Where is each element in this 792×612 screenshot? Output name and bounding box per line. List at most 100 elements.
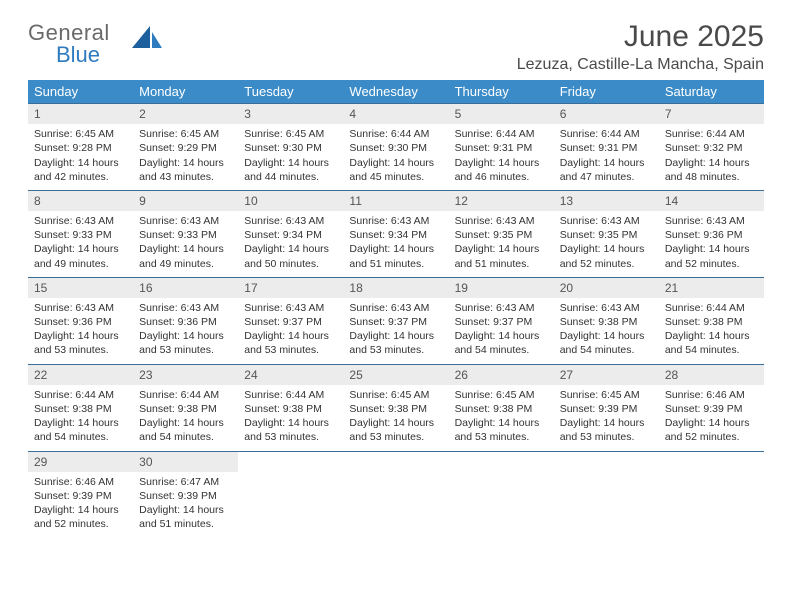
day-body: Sunrise: 6:44 AMSunset: 9:30 PMDaylight:…: [343, 124, 448, 190]
daylight-line: Daylight: 14 hours and 54 minutes.: [665, 329, 758, 357]
day-cell: 13Sunrise: 6:43 AMSunset: 9:35 PMDayligh…: [554, 191, 659, 277]
day-body: Sunrise: 6:43 AMSunset: 9:33 PMDaylight:…: [133, 211, 238, 277]
day-number: 23: [133, 365, 238, 385]
day-number: 5: [449, 104, 554, 124]
day-number: 11: [343, 191, 448, 211]
location: Lezuza, Castille-La Mancha, Spain: [517, 56, 764, 74]
sunset-line: Sunset: 9:33 PM: [139, 228, 232, 242]
day-cell: 1Sunrise: 6:45 AMSunset: 9:28 PMDaylight…: [28, 104, 133, 190]
day-number: 28: [659, 365, 764, 385]
day-body: Sunrise: 6:43 AMSunset: 9:38 PMDaylight:…: [554, 298, 659, 364]
daylight-line: Daylight: 14 hours and 49 minutes.: [139, 242, 232, 270]
day-body: Sunrise: 6:45 AMSunset: 9:30 PMDaylight:…: [238, 124, 343, 190]
day-body: Sunrise: 6:45 AMSunset: 9:28 PMDaylight:…: [28, 124, 133, 190]
sunset-line: Sunset: 9:36 PM: [665, 228, 758, 242]
sunset-line: Sunset: 9:36 PM: [139, 315, 232, 329]
brand-logo: General Blue: [28, 20, 86, 68]
day-number: 19: [449, 278, 554, 298]
day-cell: 20Sunrise: 6:43 AMSunset: 9:38 PMDayligh…: [554, 278, 659, 364]
sunset-line: Sunset: 9:30 PM: [349, 141, 442, 155]
sunset-line: Sunset: 9:34 PM: [244, 228, 337, 242]
day-number: 6: [554, 104, 659, 124]
day-number: 14: [659, 191, 764, 211]
weekday-header: Tuesday: [238, 80, 343, 103]
day-body: Sunrise: 6:43 AMSunset: 9:37 PMDaylight:…: [449, 298, 554, 364]
day-cell: 5Sunrise: 6:44 AMSunset: 9:31 PMDaylight…: [449, 104, 554, 190]
day-cell: 18Sunrise: 6:43 AMSunset: 9:37 PMDayligh…: [343, 278, 448, 364]
daylight-line: Daylight: 14 hours and 54 minutes.: [560, 329, 653, 357]
sunset-line: Sunset: 9:28 PM: [34, 141, 127, 155]
sunrise-line: Sunrise: 6:43 AM: [34, 301, 127, 315]
day-number: 27: [554, 365, 659, 385]
daylight-line: Daylight: 14 hours and 43 minutes.: [139, 156, 232, 184]
day-cell: 7Sunrise: 6:44 AMSunset: 9:32 PMDaylight…: [659, 104, 764, 190]
day-number: 8: [28, 191, 133, 211]
day-number: 21: [659, 278, 764, 298]
sunset-line: Sunset: 9:31 PM: [455, 141, 548, 155]
day-number: 17: [238, 278, 343, 298]
day-body: Sunrise: 6:45 AMSunset: 9:29 PMDaylight:…: [133, 124, 238, 190]
daylight-line: Daylight: 14 hours and 48 minutes.: [665, 156, 758, 184]
day-number: 2: [133, 104, 238, 124]
weekday-header: Monday: [133, 80, 238, 103]
daylight-line: Daylight: 14 hours and 52 minutes.: [34, 503, 127, 531]
daylight-line: Daylight: 14 hours and 52 minutes.: [560, 242, 653, 270]
daylight-line: Daylight: 14 hours and 54 minutes.: [139, 416, 232, 444]
day-body: Sunrise: 6:46 AMSunset: 9:39 PMDaylight:…: [659, 385, 764, 451]
day-cell: 2Sunrise: 6:45 AMSunset: 9:29 PMDaylight…: [133, 104, 238, 190]
day-cell: 23Sunrise: 6:44 AMSunset: 9:38 PMDayligh…: [133, 365, 238, 451]
daylight-line: Daylight: 14 hours and 45 minutes.: [349, 156, 442, 184]
day-body: Sunrise: 6:44 AMSunset: 9:38 PMDaylight:…: [133, 385, 238, 451]
sunset-line: Sunset: 9:37 PM: [455, 315, 548, 329]
sunset-line: Sunset: 9:33 PM: [34, 228, 127, 242]
day-cell: 22Sunrise: 6:44 AMSunset: 9:38 PMDayligh…: [28, 365, 133, 451]
day-cell: 26Sunrise: 6:45 AMSunset: 9:38 PMDayligh…: [449, 365, 554, 451]
sunrise-line: Sunrise: 6:44 AM: [560, 127, 653, 141]
sunrise-line: Sunrise: 6:44 AM: [244, 388, 337, 402]
sunrise-line: Sunrise: 6:44 AM: [665, 301, 758, 315]
sunset-line: Sunset: 9:29 PM: [139, 141, 232, 155]
title-block: June 2025 Lezuza, Castille-La Mancha, Sp…: [517, 20, 764, 74]
day-body: Sunrise: 6:43 AMSunset: 9:37 PMDaylight:…: [238, 298, 343, 364]
sunrise-line: Sunrise: 6:43 AM: [560, 301, 653, 315]
day-number: 18: [343, 278, 448, 298]
day-number: 30: [133, 452, 238, 472]
sunrise-line: Sunrise: 6:44 AM: [665, 127, 758, 141]
daylight-line: Daylight: 14 hours and 50 minutes.: [244, 242, 337, 270]
sunset-line: Sunset: 9:39 PM: [665, 402, 758, 416]
weekday-row: SundayMondayTuesdayWednesdayThursdayFrid…: [28, 80, 764, 103]
daylight-line: Daylight: 14 hours and 53 minutes.: [349, 329, 442, 357]
sunrise-line: Sunrise: 6:43 AM: [455, 214, 548, 228]
day-number: 3: [238, 104, 343, 124]
daylight-line: Daylight: 14 hours and 53 minutes.: [560, 416, 653, 444]
month-title: June 2025: [517, 20, 764, 54]
sunrise-line: Sunrise: 6:47 AM: [139, 475, 232, 489]
day-cell: 6Sunrise: 6:44 AMSunset: 9:31 PMDaylight…: [554, 104, 659, 190]
header: General Blue June 2025 Lezuza, Castille-…: [28, 20, 764, 74]
day-body: Sunrise: 6:45 AMSunset: 9:38 PMDaylight:…: [343, 385, 448, 451]
day-cell: 28Sunrise: 6:46 AMSunset: 9:39 PMDayligh…: [659, 365, 764, 451]
daylight-line: Daylight: 14 hours and 44 minutes.: [244, 156, 337, 184]
day-cell: 19Sunrise: 6:43 AMSunset: 9:37 PMDayligh…: [449, 278, 554, 364]
daylight-line: Daylight: 14 hours and 53 minutes.: [139, 329, 232, 357]
day-body: Sunrise: 6:47 AMSunset: 9:39 PMDaylight:…: [133, 472, 238, 538]
day-cell: 10Sunrise: 6:43 AMSunset: 9:34 PMDayligh…: [238, 191, 343, 277]
sunrise-line: Sunrise: 6:43 AM: [139, 214, 232, 228]
weekday-header: Saturday: [659, 80, 764, 103]
sunrise-line: Sunrise: 6:44 AM: [34, 388, 127, 402]
day-number: 24: [238, 365, 343, 385]
sunrise-line: Sunrise: 6:43 AM: [244, 214, 337, 228]
day-number: 22: [28, 365, 133, 385]
daylight-line: Daylight: 14 hours and 53 minutes.: [455, 416, 548, 444]
day-body: Sunrise: 6:43 AMSunset: 9:36 PMDaylight:…: [659, 211, 764, 277]
sunset-line: Sunset: 9:38 PM: [455, 402, 548, 416]
sunrise-line: Sunrise: 6:43 AM: [349, 214, 442, 228]
sunrise-line: Sunrise: 6:44 AM: [455, 127, 548, 141]
day-cell-empty: [449, 452, 554, 538]
day-body: Sunrise: 6:44 AMSunset: 9:38 PMDaylight:…: [28, 385, 133, 451]
daylight-line: Daylight: 14 hours and 54 minutes.: [34, 416, 127, 444]
sunset-line: Sunset: 9:37 PM: [349, 315, 442, 329]
day-cell: 12Sunrise: 6:43 AMSunset: 9:35 PMDayligh…: [449, 191, 554, 277]
sunrise-line: Sunrise: 6:46 AM: [665, 388, 758, 402]
day-body: Sunrise: 6:45 AMSunset: 9:38 PMDaylight:…: [449, 385, 554, 451]
